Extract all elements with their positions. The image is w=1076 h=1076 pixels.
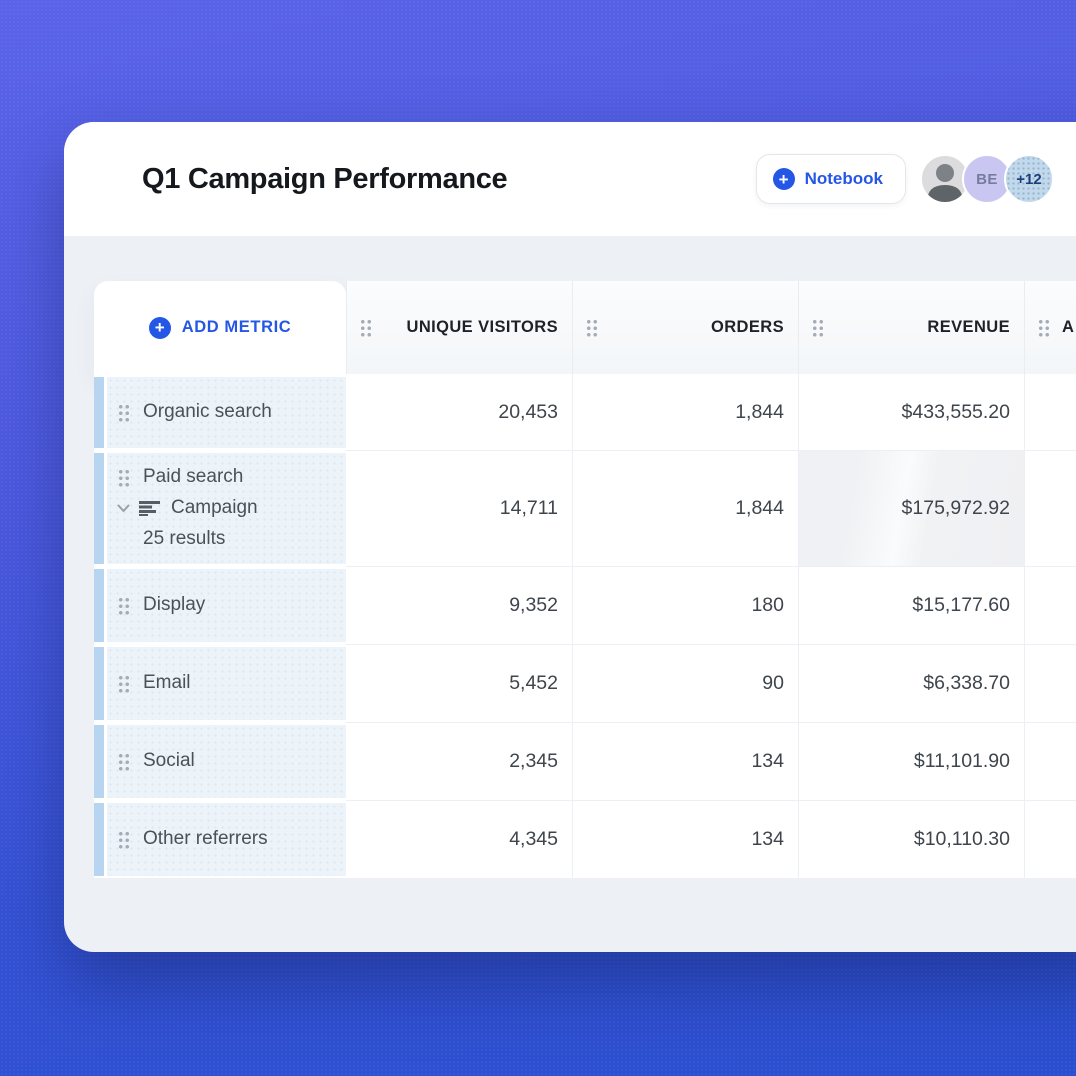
avatar-stack: BE +12	[920, 154, 1054, 204]
cell-revenue[interactable]: $433,555.20	[798, 374, 1024, 450]
row-label: Social	[143, 750, 195, 771]
row-label: Paid search	[143, 466, 244, 487]
cell-orders[interactable]: 1,844	[572, 374, 798, 450]
notebook-button-label: Notebook	[804, 169, 883, 188]
cell-orders[interactable]: 134	[572, 800, 798, 878]
cell-partial[interactable]	[1024, 566, 1076, 644]
row-accent-bar	[94, 568, 104, 642]
plus-circle-icon: +	[772, 168, 795, 190]
avatar-initials[interactable]: BE	[962, 154, 1012, 204]
breakdown-results-count: 25 results	[143, 528, 226, 549]
chevron-down-icon[interactable]	[117, 504, 130, 513]
cell-unique-visitors[interactable]: 14,711	[346, 450, 572, 566]
drag-handle-icon[interactable]	[1037, 318, 1050, 337]
column-header-label: A	[1062, 318, 1075, 336]
row-label: Display	[143, 594, 206, 615]
cell-orders[interactable]: 1,844	[572, 450, 798, 566]
avatar-photo[interactable]	[920, 154, 970, 204]
table-header-row: + ADD METRIC UNIQUE VISITORS ORDERS REVE…	[94, 281, 1076, 374]
row-label-cell[interactable]: Organic search	[94, 374, 346, 450]
row-label-cell[interactable]: Paid search Campaign	[94, 450, 346, 566]
row-label: Organic search	[143, 401, 272, 422]
notebook-button[interactable]: + Notebook	[755, 154, 906, 204]
cell-partial[interactable]	[1024, 722, 1076, 800]
table-row: Display 9,352 180 $15,177.60	[94, 566, 1076, 644]
row-label-cell[interactable]: Email	[94, 644, 346, 722]
table-row: Social 2,345 134 $11,101.90	[94, 722, 1076, 800]
row-accent-bar	[94, 724, 104, 798]
drag-handle-icon[interactable]	[117, 829, 130, 849]
cell-partial[interactable]	[1024, 374, 1076, 450]
add-metric-label: ADD METRIC	[181, 318, 292, 336]
page-title: Q1 Campaign Performance	[142, 162, 508, 195]
cell-unique-visitors[interactable]: 2,345	[346, 722, 572, 800]
add-metric-button[interactable]: + ADD METRIC	[94, 281, 346, 374]
drag-handle-icon[interactable]	[117, 673, 130, 693]
table-row: Email 5,452 90 $6,338.70	[94, 644, 1076, 722]
cell-partial[interactable]	[1024, 450, 1076, 566]
cell-revenue[interactable]: $11,101.90	[798, 722, 1024, 800]
plus-circle-icon: +	[148, 316, 171, 339]
cell-revenue[interactable]: $15,177.60	[798, 566, 1024, 644]
drag-handle-icon[interactable]	[585, 318, 598, 337]
cell-unique-visitors[interactable]: 20,453	[346, 374, 572, 450]
avatar-overflow-count[interactable]: +12	[1004, 154, 1054, 204]
column-header-unique-visitors[interactable]: UNIQUE VISITORS	[346, 281, 572, 374]
column-header-label: UNIQUE VISITORS	[406, 318, 558, 336]
cell-revenue[interactable]: $6,338.70	[798, 644, 1024, 722]
dashboard-card: Q1 Campaign Performance + Notebook BE +1…	[64, 122, 1076, 952]
person-photo-icon	[922, 156, 968, 202]
row-label: Other referrers	[143, 828, 268, 849]
card-header: Q1 Campaign Performance + Notebook BE +1…	[64, 122, 1076, 236]
drag-handle-icon[interactable]	[117, 402, 130, 422]
drag-handle-icon[interactable]	[117, 751, 130, 771]
drag-handle-icon[interactable]	[117, 467, 130, 487]
cell-revenue[interactable]: $10,110.30	[798, 800, 1024, 878]
row-label-cell[interactable]: Display	[94, 566, 346, 644]
column-header-label: ORDERS	[711, 318, 784, 336]
table-row: Organic search 20,453 1,844 $433,555.20	[94, 374, 1076, 450]
cell-partial[interactable]	[1024, 800, 1076, 878]
column-header-revenue[interactable]: REVENUE	[798, 281, 1024, 374]
drag-handle-icon[interactable]	[811, 318, 824, 337]
cell-unique-visitors[interactable]: 4,345	[346, 800, 572, 878]
cell-unique-visitors[interactable]: 9,352	[346, 566, 572, 644]
drag-handle-icon[interactable]	[117, 595, 130, 615]
column-header-partial[interactable]: A	[1024, 281, 1076, 374]
metrics-table: + ADD METRIC UNIQUE VISITORS ORDERS REVE…	[94, 281, 1076, 878]
row-label-cell[interactable]: Social	[94, 722, 346, 800]
cell-partial[interactable]	[1024, 644, 1076, 722]
column-header-label: REVENUE	[927, 318, 1010, 336]
row-label: Email	[143, 672, 191, 693]
cell-orders[interactable]: 180	[572, 566, 798, 644]
cell-unique-visitors[interactable]: 5,452	[346, 644, 572, 722]
table-row: Other referrers 4,345 134 $10,110.30	[94, 800, 1076, 878]
row-accent-bar	[94, 802, 104, 876]
drag-handle-icon[interactable]	[359, 318, 372, 337]
row-accent-bar	[94, 646, 104, 720]
table-row: Paid search Campaign	[94, 450, 1076, 566]
header-actions: + Notebook BE +12	[755, 154, 1054, 204]
breakdown-bars-icon	[139, 500, 160, 516]
row-accent-bar	[94, 376, 104, 448]
row-accent-bar	[94, 452, 104, 564]
row-label-cell[interactable]: Other referrers	[94, 800, 346, 878]
column-header-orders[interactable]: ORDERS	[572, 281, 798, 374]
cell-orders[interactable]: 134	[572, 722, 798, 800]
cell-orders[interactable]: 90	[572, 644, 798, 722]
cell-revenue[interactable]: $175,972.92	[798, 450, 1024, 566]
breakdown-dimension[interactable]: Campaign	[171, 497, 258, 518]
